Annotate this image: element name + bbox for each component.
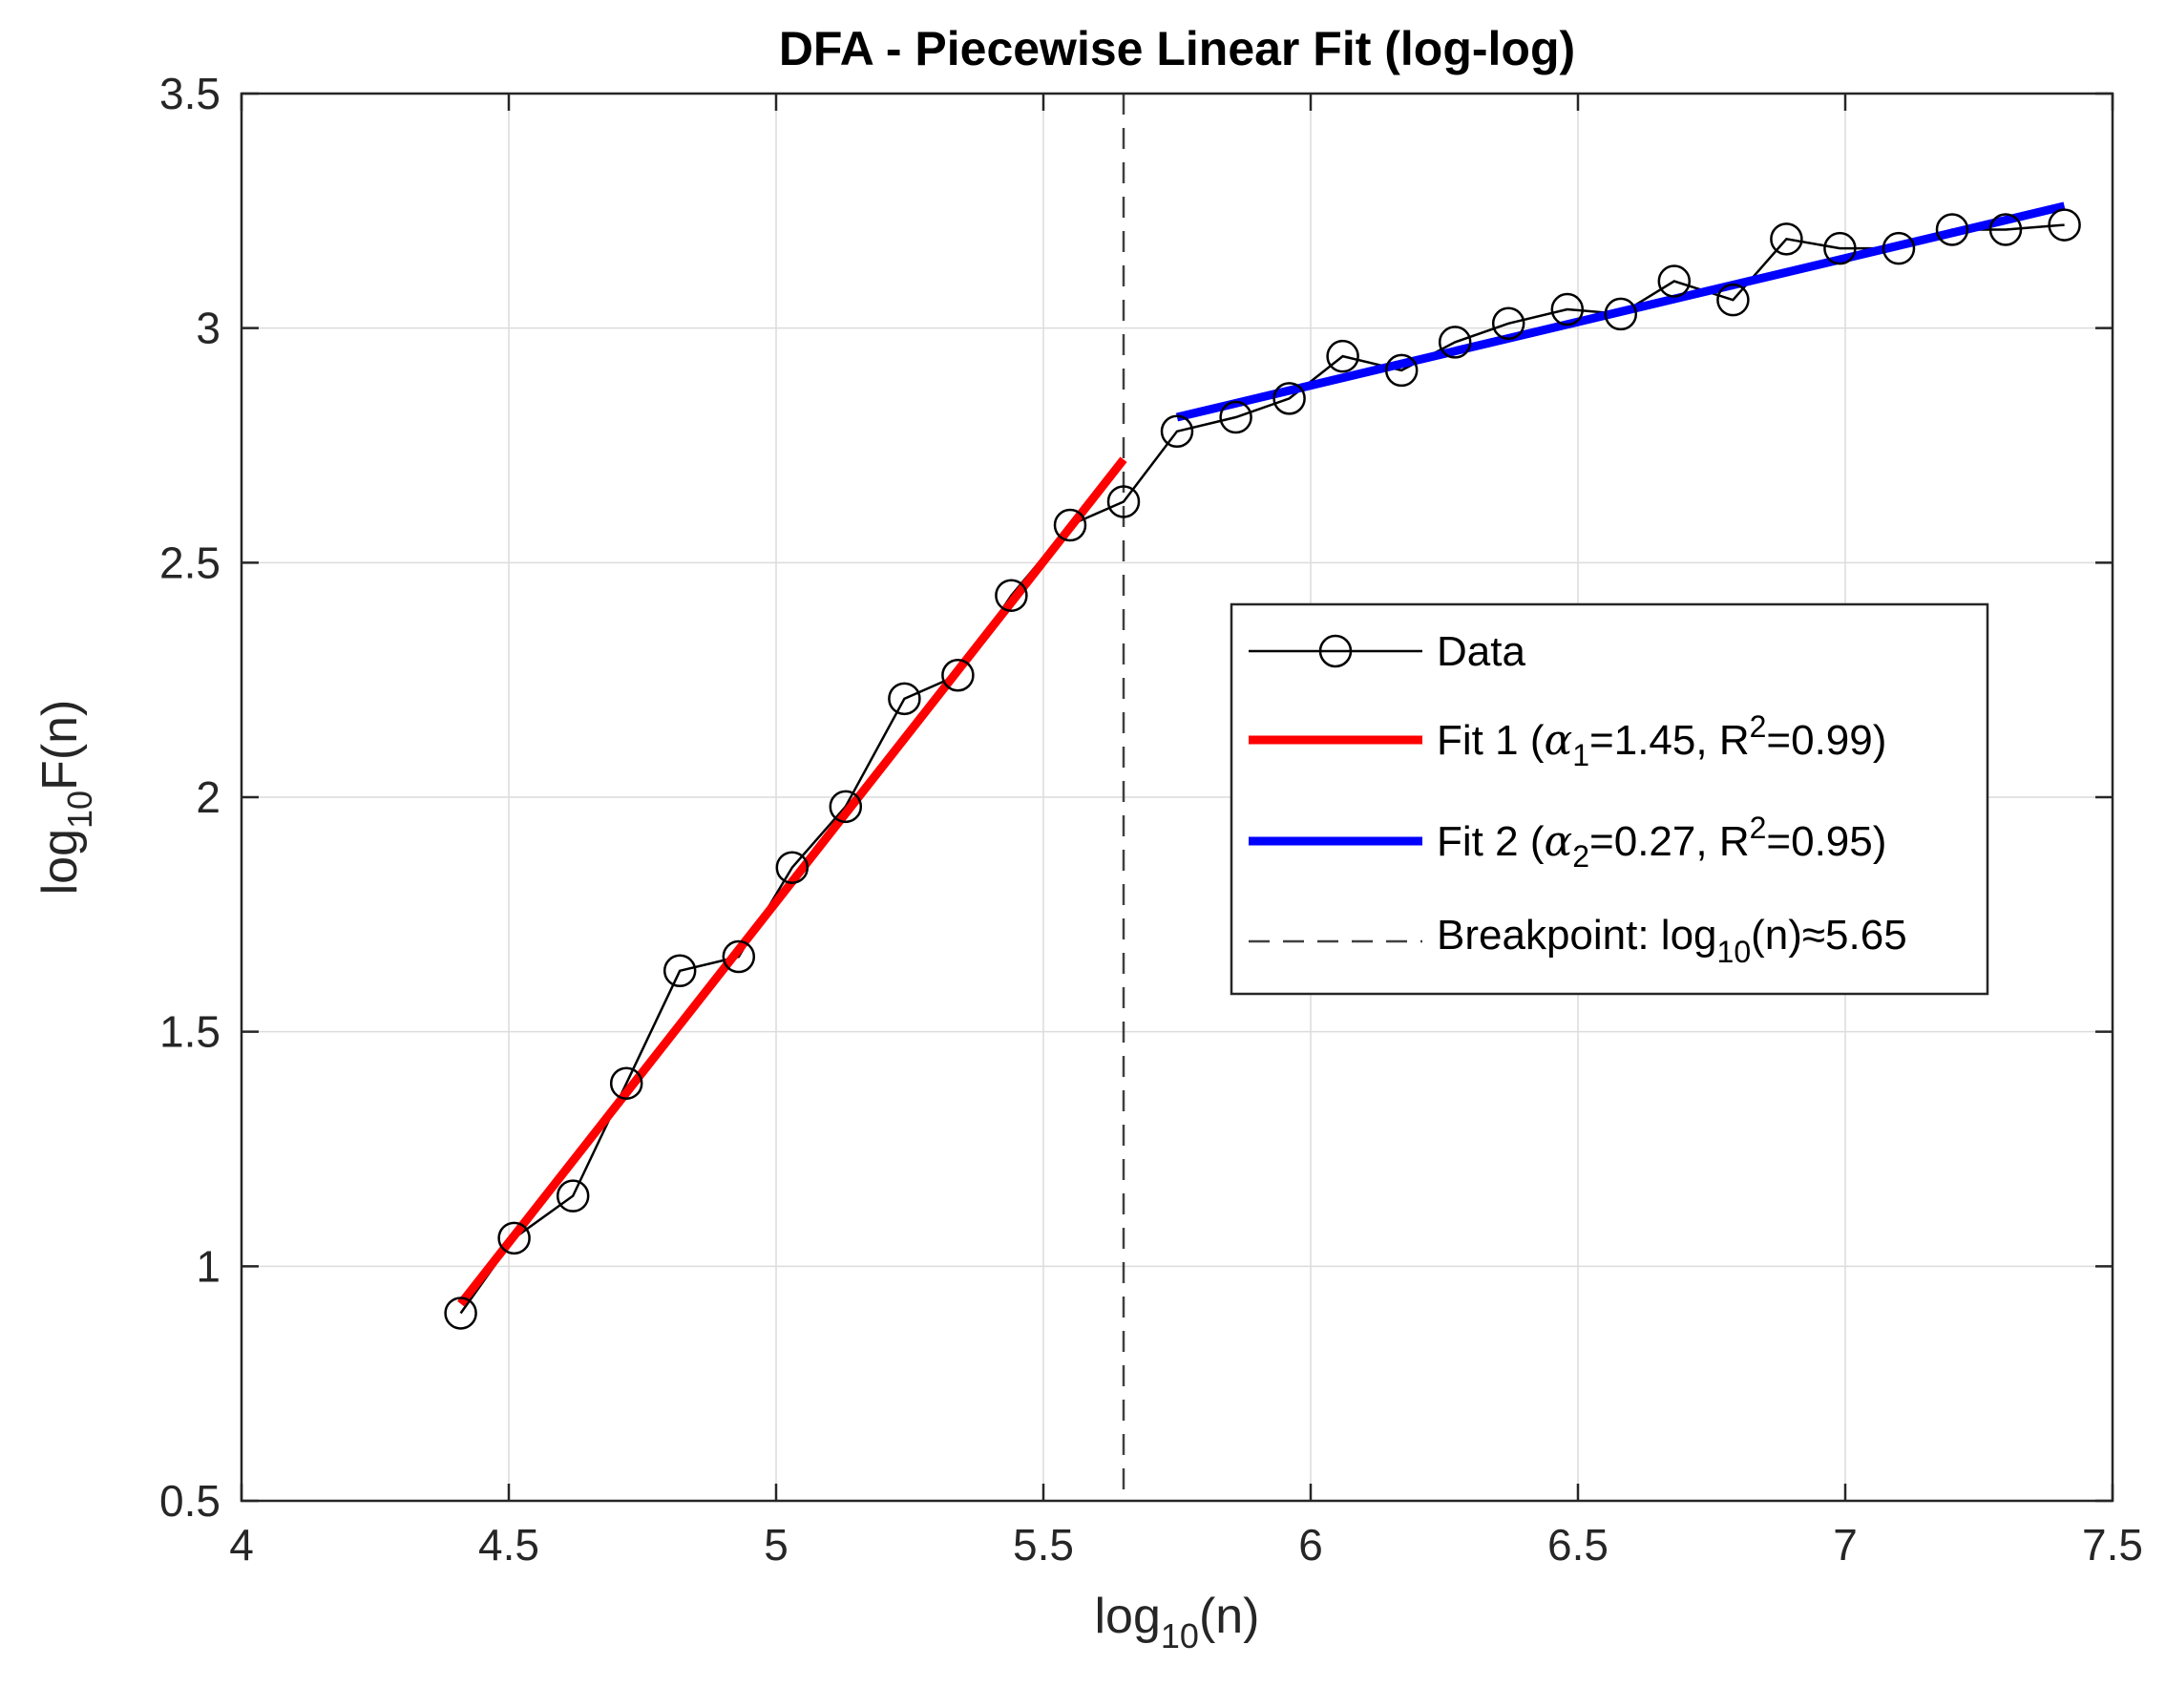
data-point [1326,339,1359,373]
data-point [1272,382,1306,415]
chart-title: DFA - Piecewise Linear Fit (log-log) [779,22,1575,75]
data-point [1491,306,1525,341]
data-point [941,659,975,692]
x-axis-label: log10(n) [1094,1589,1259,1655]
legend-breakpoint-label: Breakpoint: log10(n)≈5.65 [1437,912,1907,969]
data-point [995,579,1028,612]
data-point [1823,231,1857,265]
x-tick-label: 5.5 [1013,1520,1074,1570]
data-point [829,790,863,824]
data-point [775,851,810,884]
data-point [1988,213,2023,246]
data-point [444,1297,477,1330]
y-tick-label: 0.5 [159,1476,221,1526]
y-tick-label: 3 [196,304,221,353]
x-tick-label: 4.5 [478,1520,539,1570]
data-point [1770,222,1803,256]
data-point [1550,292,1585,327]
data-point [497,1221,531,1255]
x-tick-label: 6 [1298,1520,1323,1570]
y-tick-label: 1 [196,1241,221,1291]
x-tick-label: 5 [764,1520,789,1570]
x-tick-label: 4 [229,1520,254,1570]
legend: Data Fit 1 (α1=1.45, R2=0.99) Fit 2 (α2=… [1230,602,1989,996]
y-axis-label: log10F(n) [32,700,99,896]
y-tick-label: 2 [196,772,221,822]
x-tick-label: 7 [1833,1520,1858,1570]
y-tick-label: 2.5 [159,538,221,587]
data-point [662,954,697,988]
data-point [1935,213,1969,246]
legend-box [1230,602,1989,996]
data-point [722,939,756,974]
x-tick-label: 6.5 [1547,1520,1609,1570]
y-tick-label: 3.5 [159,69,221,118]
data-point [609,1066,643,1100]
legend-fit2-label: Fit 2 (α2=0.27, R2=0.95) [1437,811,1886,874]
data-point [1716,283,1750,317]
legend-fit1-label: Fit 1 (α1=1.45, R2=0.99) [1437,709,1886,772]
fit2-line [1175,201,2066,422]
data-point [1438,326,1472,359]
data-point [1160,414,1194,449]
data-point [888,682,921,716]
data-point [1384,353,1419,388]
data-point [1219,400,1252,434]
y-ticks: 0.5 1 1.5 2 2.5 3 3.5 [159,69,2113,1526]
legend-data-label: Data [1437,628,1525,675]
x-ticks: 4 4.5 5 5.5 6 6.5 7 7.5 [229,94,2143,1570]
data-point [1106,485,1141,518]
legend-data-marker [1318,634,1353,668]
data-point [1053,508,1087,542]
plot-data [444,94,2081,1501]
data-point [2048,208,2081,242]
fit1-line [457,456,1127,1307]
data-point [556,1179,590,1212]
x-tick-label: 7.5 [2082,1520,2143,1570]
data-point [1604,297,1638,331]
data-point [1657,264,1692,298]
y-tick-label: 1.5 [159,1007,221,1057]
data-point [1882,231,1916,265]
